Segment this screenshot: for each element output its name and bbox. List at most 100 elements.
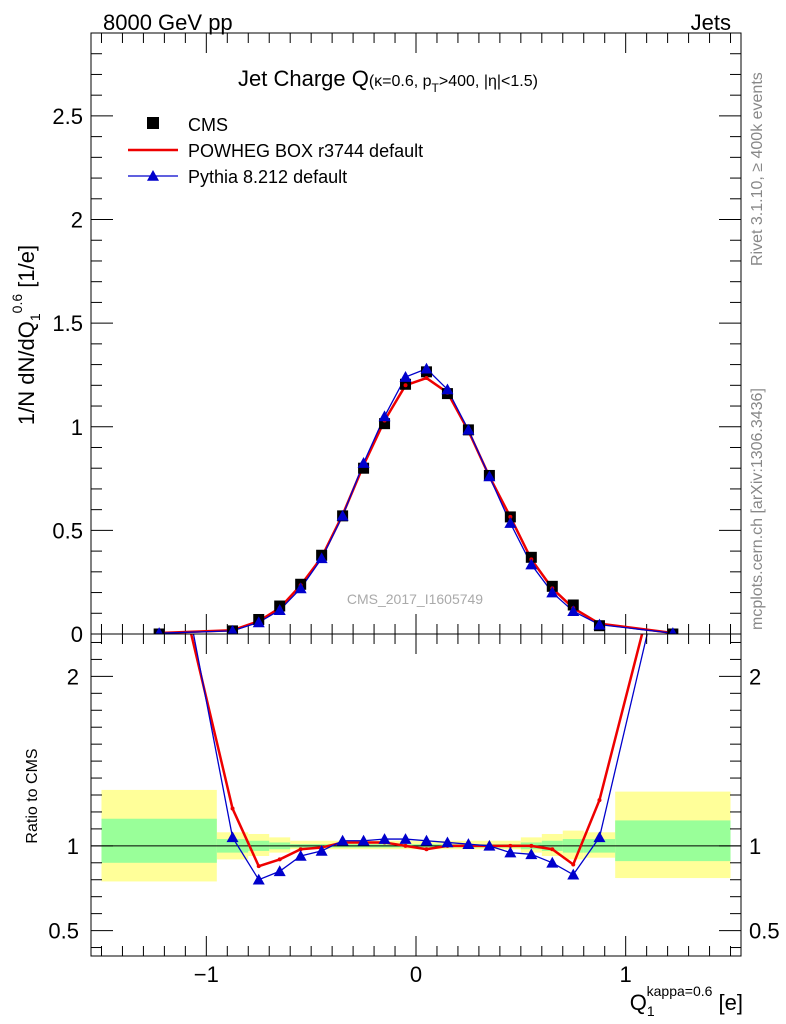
ratio-pythia-point: [593, 831, 606, 843]
main-ylabel-sup: 0.6: [9, 294, 25, 314]
legend-cms-marker: [147, 117, 159, 129]
x-axis-label-sub: 1: [647, 1003, 655, 1019]
pythia-point: [378, 410, 391, 422]
ratio-ytick-label-right: 2: [749, 664, 761, 689]
ratio-frame: [90, 633, 742, 957]
pythia-point: [315, 552, 328, 564]
pythia-point: [252, 616, 265, 628]
ratio-ytick-label-right: 0.5: [749, 919, 780, 944]
header-left: 8000 GeV pp: [103, 10, 233, 35]
ratio-pythia-point: [315, 844, 328, 856]
x-tick-label: 0: [410, 962, 422, 987]
uncertainty-band-inner: [101, 818, 217, 863]
powheg-point: [403, 383, 408, 388]
ratio-pythia-point: [504, 846, 517, 858]
pythia-point: [294, 582, 307, 594]
ratio-panel: 0.5 0.5 1 1 2 2 −1 0 1: [48, 633, 780, 987]
pythia-point: [336, 509, 349, 521]
x-tick-label: 1: [620, 962, 632, 987]
main-ylabel-unit: [1/e]: [14, 245, 39, 294]
analysis-watermark: CMS_2017_I1605749: [347, 591, 483, 607]
ratio-powheg-point: [277, 857, 282, 862]
ratio-powheg-point: [403, 843, 408, 848]
x-axis-label-sup: kappa=0.6: [647, 983, 713, 999]
pythia-point: [399, 371, 412, 382]
main-panel: 0 0.5 1 1.5 2 2.5 CMS POWHEG BOX r3744 default P…: [52, 32, 742, 647]
cms-point: [379, 418, 391, 430]
ratio-pythia-point: [357, 834, 370, 846]
pythia-point: [273, 604, 286, 615]
plot-title: Jet Charge Q(κ=0.6, pT>400, |η|<1.5): [238, 66, 538, 95]
main-ytick-label: 2: [71, 208, 83, 233]
x-axis-label-text: Q: [630, 990, 647, 1015]
plot-title-suffix2: >400, |η|<1.5): [439, 73, 538, 90]
ratio-pythia-point: [226, 831, 239, 843]
ratio-powheg-point: [571, 862, 576, 867]
main-ytick-label: 0: [71, 622, 83, 647]
cms-point: [546, 580, 558, 592]
ratio-powheg-line: [189, 634, 644, 868]
ratio-powheg-point: [550, 847, 555, 852]
ratio-powheg-point: [424, 847, 429, 852]
plot-title-suffix: (κ=0.6, p: [369, 73, 432, 90]
uncertainty-band-inner: [615, 820, 731, 862]
ratio-pythia-point: [567, 868, 580, 880]
ratio-pythia-point: [525, 848, 538, 860]
ratio-pythia-point: [273, 865, 286, 877]
ratio-pythia-point: [483, 839, 496, 851]
ratio-ytick-label-left: 1: [67, 834, 79, 859]
ratio-ytick-label-right: 1: [749, 834, 761, 859]
pythia-point: [420, 362, 433, 374]
pythia-point: [357, 457, 370, 468]
plot-title-sub: T: [432, 81, 440, 95]
ratio-powheg-point: [230, 806, 235, 811]
pythia-point: [567, 605, 580, 617]
powheg-point: [424, 376, 429, 381]
legend: CMS POWHEG BOX r3744 default Pythia 8.212 …: [128, 115, 423, 187]
main-ylabel: 1/N dN/dQ10.6 [1/e]: [9, 245, 43, 425]
cms-point: [525, 551, 537, 563]
x-axis-label-unit: [e]: [712, 990, 743, 1015]
ratio-pythia-point: [378, 833, 391, 844]
ratio-pythia-point: [462, 838, 475, 849]
ratio-powheg-point: [298, 847, 303, 852]
ratio-ylabel: Ratio to CMS: [24, 748, 41, 843]
ratio-pythia-point: [441, 836, 454, 848]
main-ytick-label: 1.5: [52, 311, 83, 336]
cms-point: [567, 599, 579, 611]
ratio-pythia-line: [192, 634, 648, 881]
legend-powheg-label: POWHEG BOX r3744 default: [188, 141, 423, 161]
ratio-pythia-point: [294, 850, 307, 861]
pythia-point: [441, 383, 454, 395]
mcplots-label: mcplots.cern.ch [arXiv:1306.3436]: [749, 388, 766, 630]
pythia-point: [155, 627, 163, 634]
ratio-pythia-point: [546, 856, 559, 868]
pythia-point: [593, 618, 606, 630]
plot-title-main: Jet Charge Q: [238, 66, 369, 91]
pythia-point: [669, 627, 677, 634]
ratio-powheg-point: [529, 843, 534, 848]
ratio-powheg-point: [597, 798, 602, 803]
pythia-point: [504, 517, 517, 528]
ratio-powheg-point: [256, 864, 261, 869]
x-tick-label: −1: [194, 962, 219, 987]
main-ylabel-text: 1/N dN/dQ: [14, 321, 39, 425]
ratio-data-area: [91, 634, 741, 885]
ratio-ytick-label-left: 0.5: [48, 919, 79, 944]
legend-pythia-label: Pythia 8.212 default: [188, 167, 347, 187]
rivet-label: Rivet 3.1.10, ≥ 400k events: [749, 72, 766, 266]
pythia-point: [227, 624, 238, 634]
powheg-point: [508, 514, 513, 519]
legend-cms-label: CMS: [188, 115, 228, 135]
main-ytick-label: 0.5: [52, 518, 83, 543]
ratio-pythia-point: [399, 833, 412, 844]
x-axis-label: Q1 kappa=0.6 [e]: [630, 983, 743, 1019]
ratio-ytick-label-left: 2: [67, 664, 79, 689]
pythia-point: [483, 470, 496, 482]
ratio-powheg-point: [508, 843, 513, 848]
pythia-point: [546, 586, 559, 598]
main-ytick-label: 1: [71, 415, 83, 440]
header-right: Jets: [691, 10, 731, 35]
cms-point: [358, 462, 370, 474]
